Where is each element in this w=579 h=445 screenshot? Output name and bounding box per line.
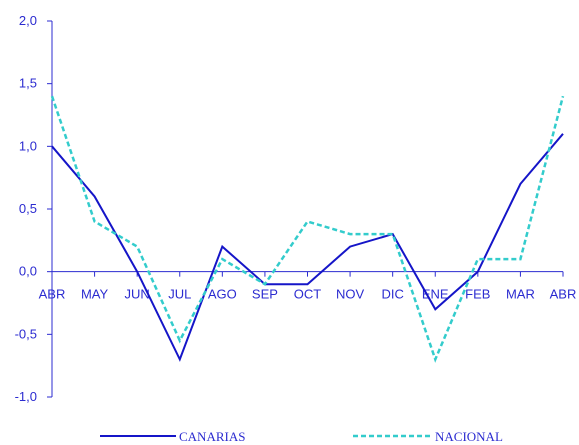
x-tick-labels: ABR MAY JUN JUL AGO SEP OCT NOV DIC ENE FEB MAR ABR	[39, 287, 577, 302]
series-line-nacional	[50, 95, 565, 363]
y-tick-label: -1,0	[15, 389, 37, 404]
x-tick-label: MAR	[506, 287, 535, 302]
y-tick-labels: 2,0 1,5 1,0 0,5 0,0 -0,5 -1,0	[15, 13, 37, 404]
y-tick-label: 2,0	[19, 13, 37, 28]
x-tick-label: OCT	[294, 287, 322, 302]
series-line-canarias	[51, 133, 564, 362]
y-tick-label: 1,0	[19, 138, 37, 153]
x-tick-label: MAY	[81, 287, 109, 302]
x-tick-label: JUL	[168, 287, 191, 302]
x-tick-label: SEP	[252, 287, 278, 302]
y-tick-label: 0,5	[19, 201, 37, 216]
y-tick-label: 1,5	[19, 76, 37, 91]
x-tick-label: ABR	[39, 287, 66, 302]
legend-label-canarias: CANARIAS	[179, 429, 245, 444]
x-tick-label: ABR	[550, 287, 577, 302]
x-tick-label: JUN	[125, 287, 150, 302]
series-layer	[50, 95, 565, 363]
axes	[47, 20, 564, 398]
x-tick-label: NOV	[336, 287, 365, 302]
x-tick-label: FEB	[465, 287, 490, 302]
y-tick-label: 0,0	[19, 264, 37, 279]
x-tick-label: DIC	[381, 287, 403, 302]
x-tick-label: AGO	[208, 287, 237, 302]
y-tick-label: -0,5	[15, 326, 37, 341]
legend-label-nacional: NACIONAL	[435, 429, 503, 444]
legend: CANARIAS NACIONAL	[100, 429, 503, 444]
